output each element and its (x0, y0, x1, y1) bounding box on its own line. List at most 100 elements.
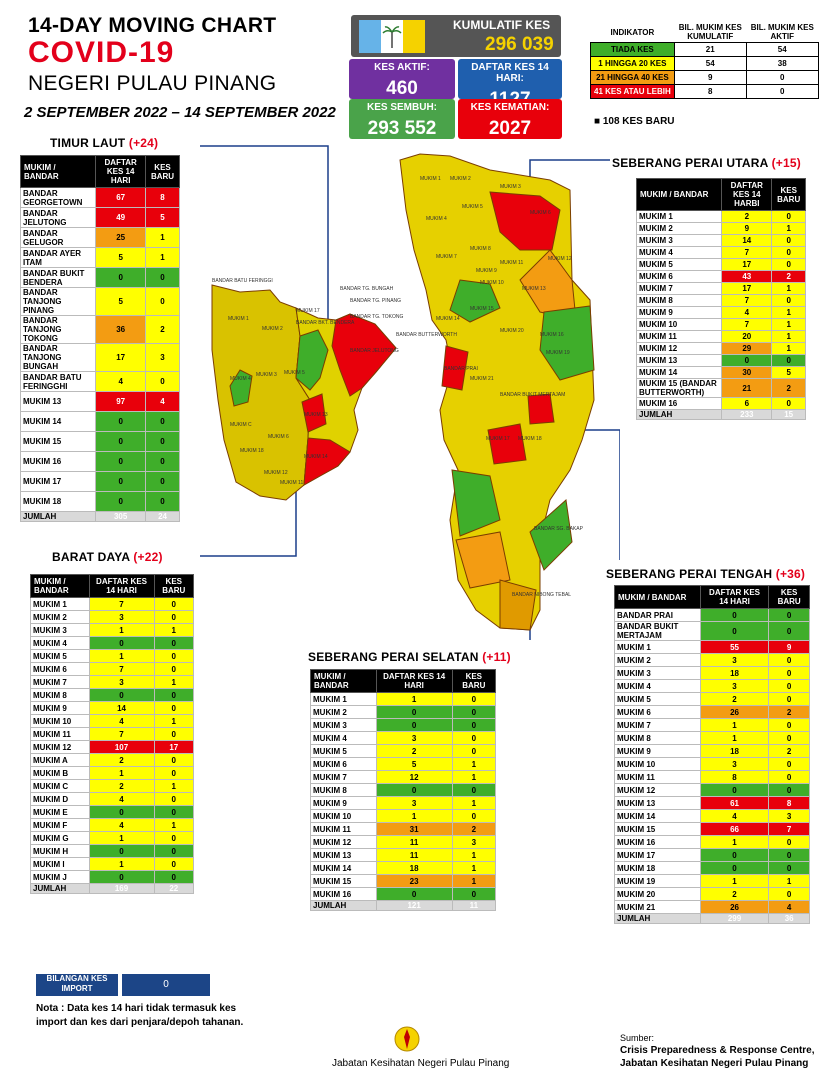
baru-value: 5 (145, 207, 180, 228)
total-label: JUMLAH (310, 900, 377, 911)
mukim-name: MUKIM 10 (310, 809, 377, 823)
map-label: MUKIM 1 (420, 176, 441, 182)
mukim-name: MUKIM 15 (19, 431, 97, 452)
daftar-value: 2 (88, 753, 155, 767)
penang-map: BANDAR BATU FERINGGI BANDAR TG. BUNGAH BAN… (200, 145, 620, 640)
source-block: Sumber: Crisis Preparedness & Response C… (620, 1032, 815, 1070)
daftar-value: 1 (88, 857, 155, 871)
baru-value: 0 (768, 679, 810, 693)
daftar-value: 14 (721, 234, 773, 247)
daftar-value: 21 (721, 378, 773, 398)
mukim-name: MUKIM 6 (614, 705, 701, 719)
mukim-name: BANDAR BUKIT MERTAJAM (614, 621, 701, 641)
mukim-name: MUKIM 17 (614, 848, 701, 862)
daftar-value: 1 (699, 835, 770, 849)
baru-value: 0 (153, 805, 195, 819)
sps-title: SEBERANG PERAI SELATAN (+11) (308, 650, 511, 664)
table-row: MUKIM 3 14 0 (635, 234, 806, 247)
map-label: MUKIM 8 (470, 246, 491, 252)
total-baru: 11 (451, 900, 497, 911)
baru-value: 0 (768, 887, 810, 901)
mukim-name: MUKIM 19 (614, 874, 701, 888)
baru-value: 0 (153, 766, 195, 780)
baru-value: 1 (451, 848, 497, 862)
map-label: BANDAR TG. PINANG (350, 298, 401, 304)
daftar-value: 17 (721, 282, 773, 295)
kematian-value: 2027 (488, 118, 532, 139)
table-row: BANDAR PRAI 0 0 (614, 608, 810, 622)
mukim-name: MUKIM E (30, 805, 90, 819)
map-label: BANDAR BUKIT MERTAJAM (500, 392, 565, 398)
mukim-name: MUKIM H (30, 844, 90, 858)
spt-table: MUKIM / BANDAR DAFTAR KES 14 HARI KES BARU… (614, 585, 810, 924)
daftar-value: 2 (88, 779, 155, 793)
district-delta: (+15) (771, 156, 801, 170)
baru-value: 0 (153, 662, 195, 676)
baru-value: 17 (153, 740, 195, 754)
timur-laut-title: TIMUR LAUT (+24) (50, 136, 158, 150)
mukim-name: BANDAR BUKIT BENDERA (19, 267, 97, 288)
mukim-name: MUKIM 8 (310, 783, 377, 797)
table-row: MUKIM 17 0 0 (614, 848, 810, 862)
daftar-value: 67 (95, 187, 147, 208)
table-header-row: MUKIM / BANDAR DAFTAR KES 14 HARBI KES BAR… (635, 178, 806, 211)
daftar-value: 30 (721, 366, 773, 379)
district-name: SEBERANG PERAI TENGAH (606, 567, 773, 581)
district-delta: (+11) (482, 650, 511, 664)
map-label: BANDAR SG. BAKAP (534, 526, 584, 532)
mukim-name: MUKIM 2 (30, 610, 90, 624)
district-delta: (+24) (128, 136, 159, 150)
daftar-value: 55 (699, 640, 770, 654)
table-row: MUKIM 17 0 0 (19, 471, 180, 492)
daftar-value: 0 (699, 621, 770, 641)
daftar-value: 8 (699, 770, 770, 784)
legend-label: TIADA KES (590, 42, 675, 57)
column-header: KES BARU (768, 585, 810, 609)
daftar-value: 3 (699, 653, 770, 667)
daftar-value: 5 (95, 247, 147, 268)
baru-value: 1 (145, 227, 180, 248)
footer-org: Jabatan Kesihatan Negeri Pulau Pinang (332, 1058, 510, 1069)
map-label: MUKIM 3 (500, 184, 521, 190)
daftar-value: 0 (375, 887, 453, 901)
state-title: NEGERI PULAU PINANG (28, 72, 277, 95)
baru-value: 0 (451, 783, 497, 797)
sembuh-label: KES SEMBUH: (366, 102, 437, 113)
mukim-name: MUKIM 8 (614, 731, 701, 745)
table-row: MUKIM 16 0 0 (19, 451, 180, 472)
table-row: MUKIM 14 4 3 (614, 809, 810, 823)
daftar-value: 0 (88, 636, 155, 650)
table-row: BANDAR TANJONG PINANG 5 0 (19, 287, 180, 316)
mukim-name: MUKIM 6 (635, 270, 723, 283)
baru-value: 0 (768, 692, 810, 706)
daftar-value: 11 (375, 848, 453, 862)
map-label: BANDAR PRAI (444, 366, 478, 372)
table-row: MUKIM 3 18 0 (614, 666, 810, 680)
daftar-value: 6 (721, 397, 773, 410)
map-label: MUKIM 6 (530, 210, 551, 216)
daftar-value: 0 (95, 411, 147, 432)
total-label: JUMLAH (635, 409, 723, 420)
mukim-name: MUKIM 9 (635, 306, 723, 319)
aktif-value: 460 (386, 78, 418, 99)
map-label: MUKIM 9 (476, 268, 497, 274)
baru-value: 1 (451, 770, 497, 784)
total-row: JUMLAH 305 24 (19, 511, 180, 522)
daftar-value: 61 (699, 796, 770, 810)
table-row: MUKIM 10 7 1 (635, 318, 806, 331)
daftar-value: 0 (95, 491, 147, 512)
total-row: JUMLAH 299 36 (614, 913, 810, 924)
map-label: MUKIM 11 (280, 480, 303, 486)
daftar-value: 1 (88, 766, 155, 780)
total-row: JUMLAH 121 11 (310, 900, 497, 911)
mukim-name: MUKIM 10 (30, 714, 90, 728)
